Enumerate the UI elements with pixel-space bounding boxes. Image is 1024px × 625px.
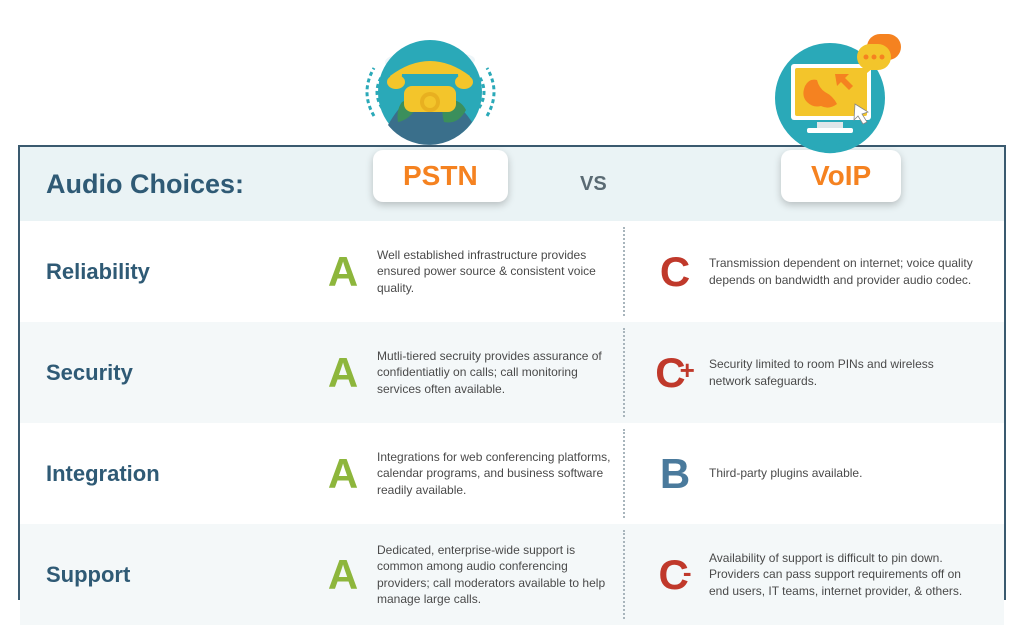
grade-badge: C+ <box>645 349 703 397</box>
vs-label: VS <box>580 173 607 196</box>
column-divider <box>623 530 625 619</box>
grade-desc: Integrations for web conferencing platfo… <box>371 449 623 498</box>
column-divider <box>623 328 625 417</box>
voip-icon <box>763 30 908 163</box>
comparison-table: Audio Choices: VS ReliabilityAWell estab… <box>18 145 1006 600</box>
pstn-cell: AMutli-tiered secruity provides assuranc… <box>313 348 623 397</box>
grade-desc: Dedicated, enterprise-wide support is co… <box>371 542 623 607</box>
voip-cell: BThird-party plugins available. <box>623 450 983 498</box>
grade-badge: C <box>645 248 703 296</box>
grade-badge: C- <box>645 551 703 599</box>
grade-desc: Transmission dependent on internet; voic… <box>703 255 983 287</box>
table-row: SecurityAMutli-tiered secruity provides … <box>20 322 1004 423</box>
table-row: SupportADedicated, enterprise-wide suppo… <box>20 524 1004 625</box>
voip-cell: C-Availability of support is difficult t… <box>623 550 983 599</box>
grade-desc: Security limited to room PINs and wirele… <box>703 356 983 388</box>
column-divider <box>623 227 625 316</box>
feature-label: Integration <box>20 461 313 487</box>
feature-label: Security <box>20 360 313 386</box>
column-divider <box>623 429 625 518</box>
feature-label: Support <box>20 562 313 588</box>
page-title: Audio Choices: <box>20 169 313 200</box>
pstn-cell: AIntegrations for web conferencing platf… <box>313 449 623 498</box>
feature-label: Reliability <box>20 259 313 285</box>
grade-badge: A <box>313 349 371 397</box>
voip-cell: C+Security limited to room PINs and wire… <box>623 349 983 397</box>
pstn-icon <box>358 30 503 163</box>
pstn-cell: AWell established infrastructure provide… <box>313 247 623 296</box>
grade-badge: A <box>313 450 371 498</box>
grade-badge: A <box>313 248 371 296</box>
grade-desc: Mutli-tiered secruity provides assurance… <box>371 348 623 397</box>
voip-cell: CTransmission dependent on internet; voi… <box>623 248 983 296</box>
grade-desc: Well established infrastructure provides… <box>371 247 623 296</box>
grade-desc: Availability of support is difficult to … <box>703 550 983 599</box>
table-row: ReliabilityAWell established infrastruct… <box>20 221 1004 322</box>
grade-badge: B <box>645 450 703 498</box>
pstn-cell: ADedicated, enterprise-wide support is c… <box>313 542 623 607</box>
grade-desc: Third-party plugins available. <box>703 465 872 481</box>
grade-badge: A <box>313 551 371 599</box>
table-row: IntegrationAIntegrations for web confere… <box>20 423 1004 524</box>
